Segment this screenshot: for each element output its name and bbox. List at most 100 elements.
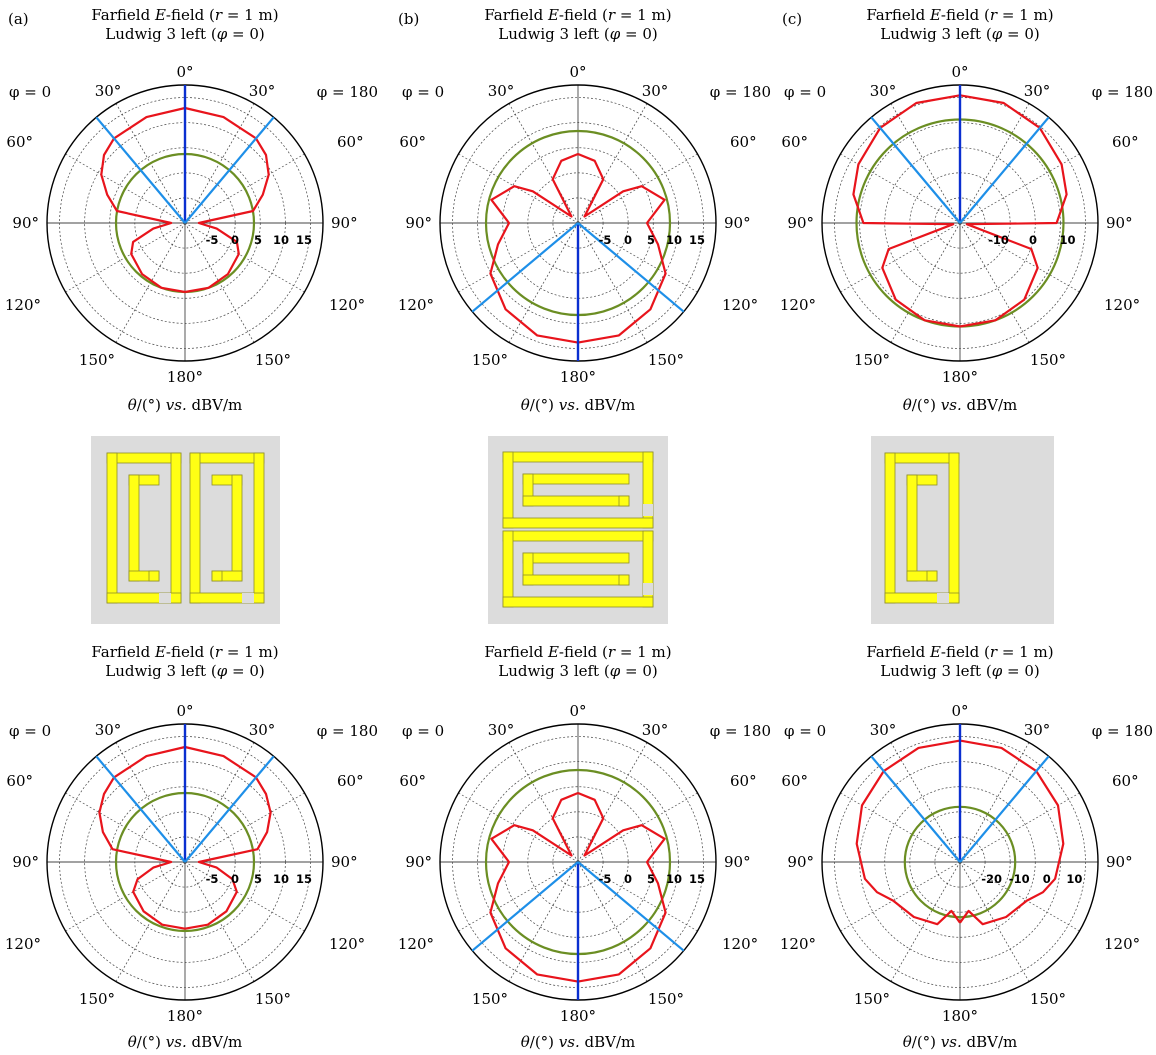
- pattern-series-left: [98, 745, 186, 930]
- angle-label-120-left: 120°: [5, 296, 41, 314]
- chart-title-line2: Ludwig 3 left (φ = 0): [880, 25, 1039, 43]
- angle-label-180: 180°: [167, 1007, 203, 1025]
- angle-label-120-right: 120°: [329, 296, 365, 314]
- angle-label-60-right: 60°: [1112, 772, 1139, 790]
- x-axis-label: θ/(°) vs. dBV/m: [903, 1033, 1018, 1051]
- split-ring-resonator: [884, 452, 960, 604]
- x-axis-label: θ/(°) vs. dBV/m: [903, 396, 1018, 414]
- angle-label-150-right: 150°: [648, 990, 684, 1008]
- radial-tick-label: 0: [624, 233, 632, 247]
- ring-segment: [189, 452, 201, 604]
- ring-gap: [643, 504, 653, 516]
- angle-label-90-left: 90°: [12, 214, 39, 232]
- beam-width-line: [577, 222, 685, 313]
- beam-width-line: [870, 116, 961, 224]
- angle-label-30-right: 30°: [1024, 721, 1051, 739]
- angle-label-90-left: 90°: [787, 214, 814, 232]
- chart-title-line1: Farfield E-field (r = 1 m): [91, 643, 278, 661]
- angle-label-120-left: 120°: [5, 935, 41, 953]
- radial-tick-label: 15: [689, 872, 705, 886]
- radial-tick-label: 0: [1043, 872, 1051, 886]
- angle-label-120-left: 120°: [398, 296, 434, 314]
- phi-label-left: φ = 0: [9, 722, 51, 740]
- angle-label-150-left: 150°: [79, 990, 115, 1008]
- ring-segment: [253, 452, 265, 604]
- grid-spoke: [959, 742, 1030, 863]
- radial-tick-label: 10: [273, 872, 289, 886]
- radial-tick-label: 0: [624, 872, 632, 886]
- chart-title-line2: Ludwig 3 left (φ = 0): [498, 25, 657, 43]
- ring-segment: [189, 452, 265, 464]
- radial-tick-label: -5: [206, 872, 219, 886]
- angle-label-0: 0°: [176, 702, 193, 720]
- grid-spoke: [458, 153, 579, 224]
- angle-label-30-right: 30°: [642, 721, 669, 739]
- angle-label-30-left: 30°: [870, 721, 897, 739]
- angle-label-60-left: 60°: [6, 133, 33, 151]
- unit-cell-b: [488, 436, 668, 624]
- radial-tick-label: 15: [689, 233, 705, 247]
- beam-width-line: [959, 116, 1050, 224]
- phi-label-right: φ = 180: [317, 722, 378, 740]
- angle-label-120-left: 120°: [398, 935, 434, 953]
- chart-title-line1: Farfield E-field (r = 1 m): [866, 643, 1053, 661]
- angle-label-150-left: 150°: [854, 351, 890, 369]
- polar-chart-b-bottom: -5 0 5 10 150°30° 30°60° 60°90° 90°120° 120°150°…: [398, 702, 771, 1025]
- angle-label-90-left: 90°: [787, 853, 814, 871]
- split-ring-resonator: [189, 452, 265, 604]
- angle-label-60-right: 60°: [337, 772, 364, 790]
- angle-label-150-left: 150°: [472, 351, 508, 369]
- unit-cell-a: [91, 436, 280, 624]
- angle-label-150-right: 150°: [1030, 990, 1066, 1008]
- grid-spoke: [577, 222, 648, 343]
- angle-label-60-right: 60°: [337, 133, 364, 151]
- split-ring-resonator: [502, 530, 654, 608]
- ring-segment: [522, 574, 630, 586]
- panel-letter: (a): [8, 10, 29, 28]
- grid-spoke: [840, 153, 961, 224]
- grid-spoke: [577, 742, 648, 863]
- angle-label-0: 0°: [176, 63, 193, 81]
- grid-spoke: [508, 742, 579, 863]
- radial-tick-label: 10: [273, 233, 289, 247]
- phi-label-right: φ = 180: [710, 722, 771, 740]
- pattern-series-right: [184, 745, 272, 930]
- angle-label-90-right: 90°: [1106, 214, 1133, 232]
- ring-segment: [642, 530, 654, 608]
- phi-label-right: φ = 180: [1092, 83, 1153, 101]
- polar-chart-c-top: -10 0 10 0° 30° 30° 60° 60° 90° 90° 120° 120° 150° 15…: [780, 63, 1153, 386]
- grid-spoke: [959, 222, 1030, 343]
- radial-tick-label: -20: [981, 872, 1002, 886]
- ring-segment: [618, 495, 630, 507]
- angle-label-180: 180°: [560, 368, 596, 386]
- pattern-series-left: [855, 739, 961, 926]
- ring-segment: [502, 530, 654, 542]
- angle-label-0: 0°: [951, 702, 968, 720]
- grid-spoke: [577, 861, 698, 932]
- x-axis-label: θ/(°) vs. dBV/m: [521, 1033, 636, 1051]
- chart-title-line2: Ludwig 3 left (φ = 0): [498, 662, 657, 680]
- grid-spoke: [840, 792, 961, 863]
- angle-label-90-right: 90°: [724, 853, 751, 871]
- panel-letter: (b): [398, 10, 419, 28]
- polar-chart-b-top: -5 0 5 10 150°30° 30°60° 60°90° 90°120° 120°150°…: [398, 63, 771, 386]
- grid-spoke: [959, 153, 1080, 224]
- ring-segment: [106, 592, 182, 604]
- radial-tick-label: 15: [296, 872, 312, 886]
- x-axis-label: θ/(°) vs. dBV/m: [128, 396, 243, 414]
- grid-spoke: [890, 103, 961, 224]
- beam-width-line: [95, 755, 186, 863]
- beam-width-line: [577, 861, 685, 952]
- radial-tick-label: 15: [296, 233, 312, 247]
- angle-label-90-right: 90°: [331, 214, 358, 232]
- radial-tick-label: -10: [1009, 872, 1030, 886]
- ring-segment: [948, 452, 960, 604]
- pattern-series-left: [489, 791, 579, 983]
- radial-tick-label: -5: [599, 872, 612, 886]
- angle-label-60-right: 60°: [730, 133, 757, 151]
- phi-label-right: φ = 180: [1092, 722, 1153, 740]
- radial-tick-label: 0: [231, 872, 239, 886]
- angle-label-60-left: 60°: [6, 772, 33, 790]
- grid-spoke: [577, 861, 648, 982]
- unit-cell-c: [871, 436, 1054, 624]
